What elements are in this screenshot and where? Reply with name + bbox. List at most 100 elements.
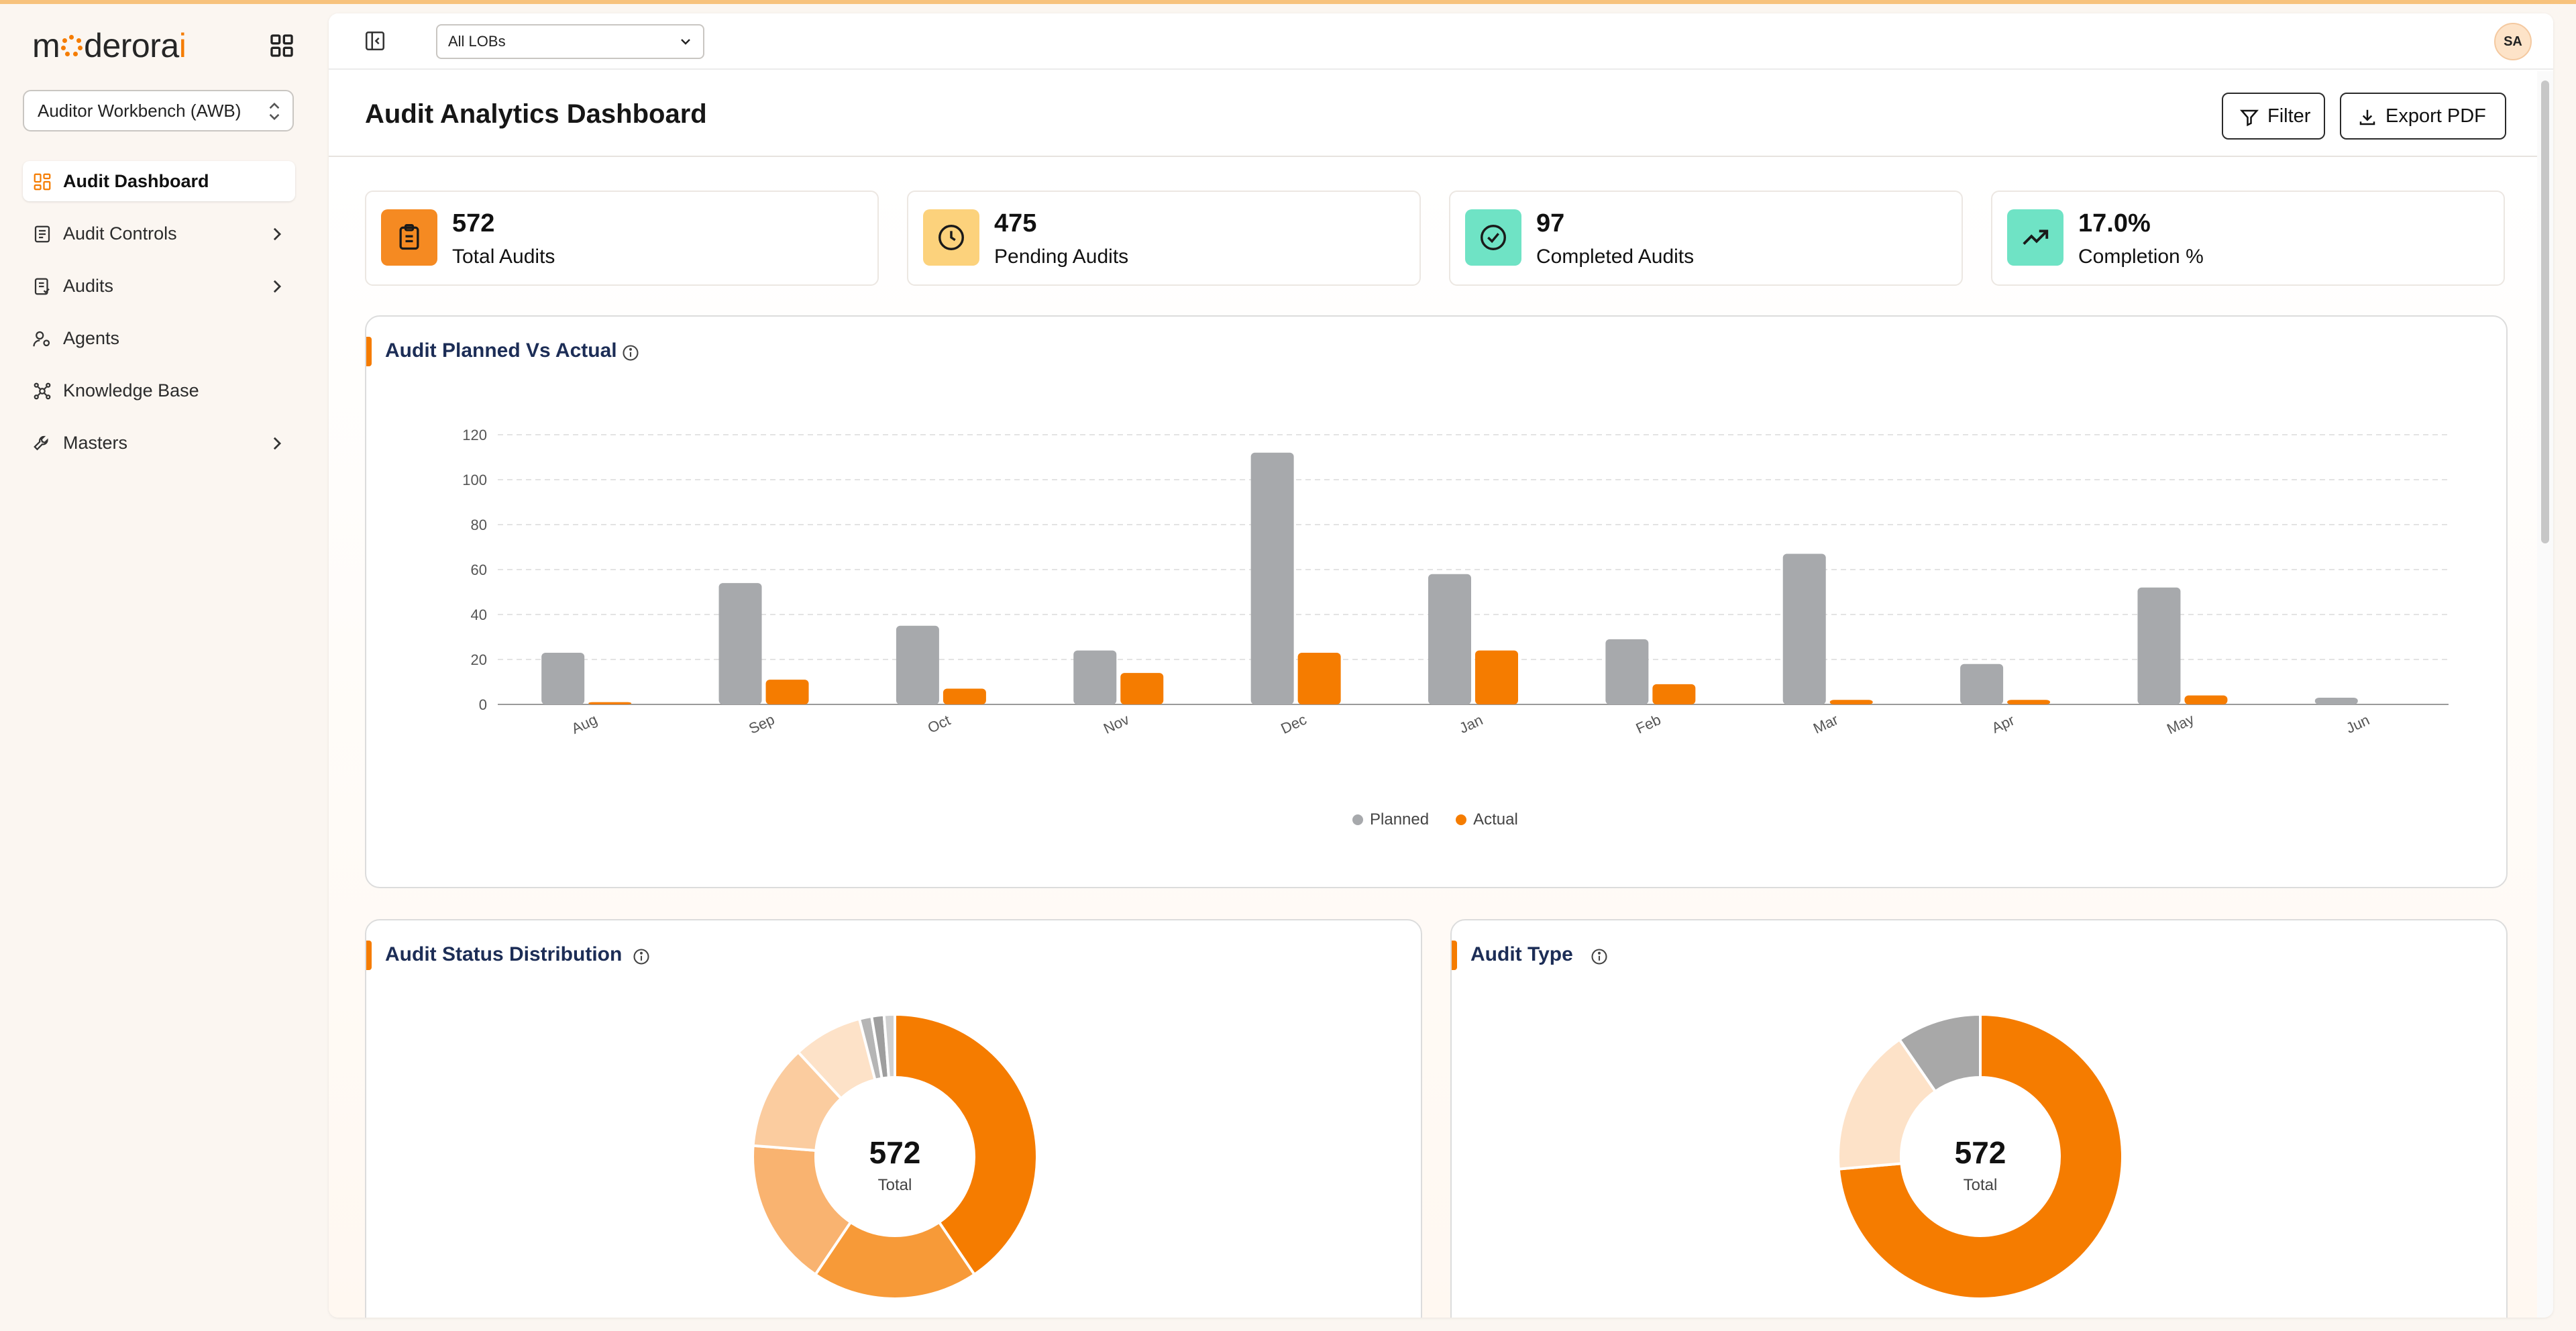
legend-label: Planned [1370,810,1430,829]
workspace-select[interactable]: Auditor Workbench (AWB) [23,90,294,131]
donut-slice[interactable] [882,1012,896,1079]
filter-button-label: Filter [2267,105,2311,127]
bar-actual-nov[interactable] [1120,673,1164,704]
clock-icon [923,209,979,266]
bar-planned-aug[interactable] [541,652,585,704]
controls-icon [34,225,50,243]
bar-actual-oct[interactable] [943,688,986,704]
bar-planned-oct[interactable] [896,625,939,704]
sidebar-item-audit-controls[interactable]: Audit Controls [23,213,295,254]
bar-planned-sep[interactable] [718,583,762,704]
bar-actual-mar[interactable] [1829,700,1873,704]
x-tick-label: Feb [1633,711,1664,737]
info-icon[interactable] [621,343,640,362]
bar-actual-feb[interactable] [1652,684,1696,704]
agents-icon [33,331,50,347]
app-logo[interactable]: m derora i [32,25,186,66]
sidebar-item-agents[interactable]: Agents [23,318,295,358]
filter-button[interactable]: Filter [2222,93,2325,140]
export-button-label: Export PDF [2385,105,2486,127]
download-icon [2359,109,2375,125]
top-accent-line [0,0,2576,4]
logo-text-mid: derora [84,27,179,64]
bar-planned-apr[interactable] [1960,663,2004,704]
info-icon[interactable] [632,947,651,966]
sidebar-item-label: Audit Dashboard [63,170,209,191]
y-tick-label: 80 [471,517,487,533]
sidebar-item-label: Masters [63,432,128,453]
bar-actual-may[interactable] [2184,695,2228,704]
audits-icon [34,278,50,295]
knowledge-icon [34,382,51,400]
legend-label: Actual [1473,810,1518,829]
stat-label: Pending Audits [994,246,1129,268]
donut-slice[interactable] [1837,1012,2124,1300]
bar-planned-may[interactable] [2137,587,2181,704]
legend-dot [1456,814,1467,825]
main-panel: All LOBs SA Audit Analytics Dashboard Fi… [329,13,2553,1318]
stat-card-completed-audits: 97 Completed Audits [1449,191,1963,286]
bar-planned-mar[interactable] [1782,553,1826,704]
sidebar-collapse-icon[interactable] [364,30,386,52]
sidebar-item-audits[interactable]: Audits [23,266,295,306]
stat-label: Total Audits [452,246,555,268]
chevron-down-icon [681,39,690,45]
x-tick-label: Jan [1456,711,1485,737]
apps-grid-icon[interactable] [268,32,295,59]
legend-item-actual[interactable]: Actual [1456,810,1518,829]
donut-slice[interactable] [1837,1037,1937,1171]
lob-select-value: All LOBs [448,33,506,50]
lob-select[interactable]: All LOBs [436,24,704,59]
x-tick-label: Nov [1101,711,1132,737]
bar-planned-jan[interactable] [1428,574,1471,704]
y-tick-label: 120 [462,427,487,443]
x-tick-label: Mar [1811,711,1841,737]
sidebar: m derora i Auditor Workbench (AWB) Audit … [0,4,315,1331]
bar-actual-aug[interactable] [588,702,632,704]
workspace-select-value: Auditor Workbench (AWB) [38,100,241,121]
chevron-right-icon [273,437,282,450]
page-title: Audit Analytics Dashboard [365,99,707,129]
y-tick-label: 20 [471,651,487,668]
legend-item-planned[interactable]: Planned [1352,810,1429,829]
bar-planned-jun[interactable] [2314,697,2358,704]
bar-actual-apr[interactable] [2007,700,2051,704]
legend-dot [1352,814,1363,825]
donut-slice[interactable] [751,1144,853,1277]
bar-actual-dec[interactable] [1297,652,1341,704]
stat-value: 475 [994,209,1037,237]
chart-legend: Planned Actual [1352,810,1518,829]
logo-text-end: i [178,27,186,64]
trend-up-icon [2007,209,2063,266]
donut-slice[interactable] [813,1220,977,1300]
chevron-right-icon [273,227,282,241]
sidebar-item-knowledge-base[interactable]: Knowledge Base [23,370,295,411]
stat-value: 572 [452,209,495,237]
stat-label: Completed Audits [1536,246,1695,268]
sidebar-item-audit-dashboard[interactable]: Audit Dashboard [23,161,295,201]
stat-label: Completion % [2078,246,2204,268]
bar-actual-jan[interactable] [1475,650,1518,704]
planned-vs-actual-card: Audit Planned Vs Actual 0 20 40 60 80 100 120 A… [365,315,2508,888]
bar-planned-dec[interactable] [1250,452,1294,704]
scrollbar-thumb[interactable] [2541,81,2549,543]
donut-slice[interactable] [894,1012,1038,1277]
donut-center-value: 572 [1955,1135,2006,1170]
donut-center-label: Total [1964,1176,1998,1194]
bar-planned-nov[interactable] [1073,650,1117,704]
bar-actual-sep[interactable] [765,680,809,704]
sidebar-item-label: Audit Controls [63,223,177,244]
sidebar-item-masters[interactable]: Masters [23,423,295,463]
x-tick-label: Jun [2343,711,2372,737]
x-tick-label: Dec [1278,711,1309,737]
filter-icon [2239,109,2259,127]
donut-center-label: Total [878,1176,912,1194]
card-accent [366,337,372,366]
donut-slice[interactable] [1897,1012,1982,1094]
bar-planned-feb[interactable] [1605,639,1649,704]
stat-card-pending-audits: 475 Pending Audits [907,191,1421,286]
export-pdf-button[interactable]: Export PDF [2340,93,2506,140]
user-avatar[interactable]: SA [2494,23,2532,60]
info-icon[interactable] [1590,947,1609,966]
card-title: Audit Status Distribution [385,943,623,965]
